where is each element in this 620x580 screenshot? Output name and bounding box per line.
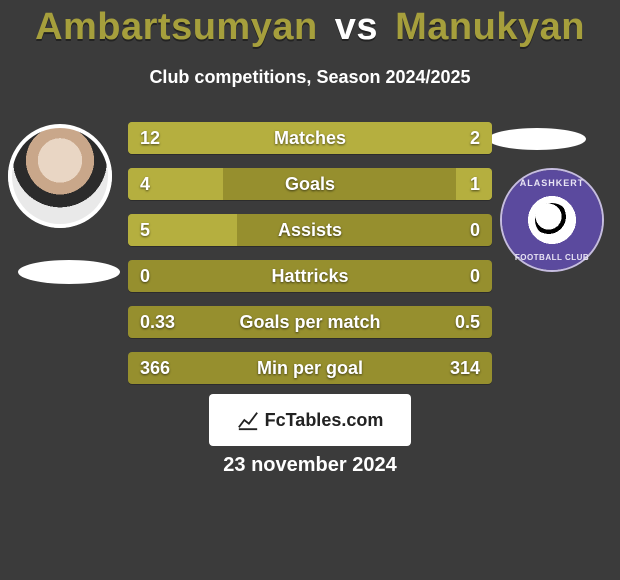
player1-team-oval: [18, 260, 120, 284]
stat-row: 122Matches: [128, 122, 492, 154]
crest-bottom-text: FOOTBALL CLUB: [515, 253, 589, 262]
subtitle: Club competitions, Season 2024/2025: [0, 67, 620, 88]
stat-row: 366314Min per goal: [128, 352, 492, 384]
stat-row: 00Hattricks: [128, 260, 492, 292]
vs-text: vs: [335, 6, 378, 48]
stat-label: Hattricks: [128, 260, 492, 292]
player2-team-oval: [488, 128, 586, 150]
comparison-title: Ambartsumyan vs Manukyan: [0, 0, 620, 49]
stat-label: Goals: [128, 168, 492, 200]
player1-avatar: [8, 124, 112, 228]
stat-row: 41Goals: [128, 168, 492, 200]
crest-top-text: ALASHKERT: [520, 178, 585, 188]
stat-label: Matches: [128, 122, 492, 154]
date-text: 23 november 2024: [0, 454, 620, 477]
stat-row: 0.330.5Goals per match: [128, 306, 492, 338]
player2-name: Manukyan: [395, 6, 585, 48]
player1-name: Ambartsumyan: [35, 6, 318, 48]
source-logo-text: FcTables.com: [265, 410, 384, 431]
stat-row: 50Assists: [128, 214, 492, 246]
stat-label: Assists: [128, 214, 492, 246]
player2-team-crest: ALASHKERT FOOTBALL CLUB: [502, 170, 602, 270]
stat-label: Min per goal: [128, 352, 492, 384]
source-logo: FcTables.com: [209, 394, 411, 446]
stats-bars: 122Matches 41Goals 50Assists 00Hattricks 0.3…: [128, 122, 492, 398]
chart-icon: [237, 409, 259, 431]
stat-label: Goals per match: [128, 306, 492, 338]
